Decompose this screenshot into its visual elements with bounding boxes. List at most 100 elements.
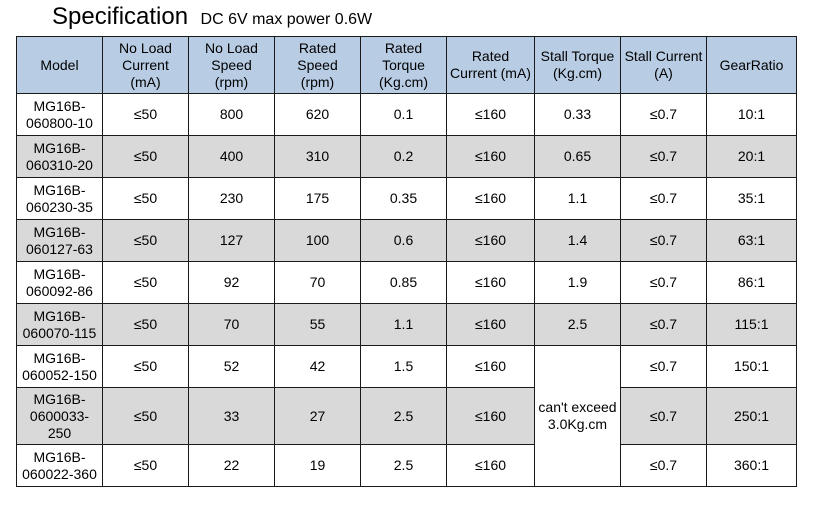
cell-rated-current: ≤160 (446, 387, 535, 445)
cell-rated-speed: 70 (274, 261, 361, 304)
cell-gear-ratio: 115:1 (706, 303, 797, 346)
col-header-line: Current (122, 56, 169, 73)
col-header-line: (Kg.cm) (553, 65, 602, 81)
col-header-line: Model (40, 56, 79, 73)
col-header-line: GearRatio (719, 56, 784, 73)
cell-stall-torque: 1.9 (534, 261, 621, 304)
cell-model: MG16B- 060230-35 (16, 177, 103, 220)
cell-no-load-speed: 22 (188, 444, 275, 487)
cell-no-load-speed: 33 (188, 387, 275, 445)
col-header-rated-torque: Rated Torque (Kg.cm) (360, 36, 447, 94)
col-header-line: Current (mA) (450, 65, 531, 81)
model-line: MG16B- (33, 448, 86, 465)
cell-no-load-current: ≤50 (102, 303, 189, 346)
model-line: MG16B- (33, 265, 86, 282)
cell-rated-torque: 0.2 (360, 135, 447, 178)
col-header-line: Stall Torque (540, 48, 615, 64)
model-line: 0600033- (29, 407, 90, 424)
cell-stall-current: ≤0.7 (620, 444, 707, 487)
cell-model: MG16B- 0600033- 250 (16, 387, 103, 445)
col-header-gear-ratio: GearRatio (706, 36, 797, 94)
cell-stall-torque: 0.33 (534, 93, 621, 136)
cell-no-load-speed: 52 (188, 345, 275, 388)
cell-stall-current: ≤0.7 (620, 345, 707, 388)
cell-no-load-speed: 70 (188, 303, 275, 346)
col-header-line: Torque (382, 56, 425, 73)
model-line: MG16B- (33, 181, 86, 198)
cell-rated-current: ≤160 (446, 345, 535, 388)
model-line: MG16B- (33, 223, 86, 240)
table-row: MG16B- 0600033- 250 ≤50 33 27 2.5 ≤160 ≤0.… (16, 387, 797, 445)
col-header-line: Stall Current (624, 48, 703, 64)
cell-stall-current: ≤0.7 (620, 177, 707, 220)
cell-rated-current: ≤160 (446, 177, 535, 220)
model-line: 250 (47, 424, 72, 441)
col-header-line: Rated (298, 39, 337, 56)
cell-model: MG16B- 060092-86 (16, 261, 103, 304)
col-header-rated-speed: Rated Speed (rpm) (274, 36, 361, 94)
cell-model: MG16B- 060310-20 (16, 135, 103, 178)
model-line: 060022-360 (22, 465, 97, 482)
col-header-line: Rated (471, 48, 510, 64)
cell-stall-current: ≤0.7 (620, 219, 707, 262)
cell-stall-torque: 0.65 (534, 135, 621, 178)
model-line: MG16B- (33, 349, 86, 366)
cell-no-load-speed: 127 (188, 219, 275, 262)
cell-gear-ratio: 150:1 (706, 345, 797, 388)
cell-stall-torque: 1.4 (534, 219, 621, 262)
table-row: MG16B- 060022-360 ≤50 22 19 2.5 ≤160 ≤0.7… (16, 444, 797, 487)
cell-gear-ratio: 250:1 (706, 387, 797, 445)
model-line: 060800-10 (26, 114, 93, 131)
cell-no-load-current: ≤50 (102, 93, 189, 136)
col-header-line: (mA) (130, 73, 161, 90)
cell-rated-current: ≤160 (446, 303, 535, 346)
merged-line: can't exceed (538, 399, 617, 415)
table-row: MG16B- 060310-20 ≤50 400 310 0.2 ≤160 0.6… (16, 135, 797, 178)
table-row: MG16B- 060052-150 ≤50 52 42 1.5 ≤160 can'… (16, 345, 797, 487)
cell-stall-torque-merged: can't exceed 3.0Kg.cm (534, 345, 621, 487)
cell-no-load-speed: 92 (188, 261, 275, 304)
cell-no-load-current: ≤50 (102, 135, 189, 178)
cell-rated-current: ≤160 (446, 261, 535, 304)
table-row: MG16B- 060092-86 ≤50 92 70 0.85 ≤160 1.9 … (16, 261, 797, 304)
col-header-rated-current: Rated Current (mA) (446, 36, 535, 94)
cell-rated-torque: 2.5 (360, 444, 447, 487)
cell-rated-speed: 100 (274, 219, 361, 262)
cell-stall-current: ≤0.7 (620, 135, 707, 178)
cell-rated-current: ≤160 (446, 135, 535, 178)
specification-table: Model No Load Current (mA) No Load Speed (rp… (16, 36, 797, 487)
model-line: 060230-35 (26, 198, 93, 215)
cell-rated-current: ≤160 (446, 219, 535, 262)
cell-no-load-current: ≤50 (102, 219, 189, 262)
cell-rated-current: ≤160 (446, 444, 535, 487)
cell-rated-speed: 55 (274, 303, 361, 346)
cell-rated-torque: 1.5 (360, 345, 447, 388)
cell-gear-ratio: 10:1 (706, 93, 797, 136)
header-row: Model No Load Current (mA) No Load Speed (rp… (16, 36, 797, 94)
cell-model: MG16B- 060022-360 (16, 444, 103, 487)
cell-stall-current: ≤0.7 (620, 93, 707, 136)
cell-gear-ratio: 20:1 (706, 135, 797, 178)
cell-rated-torque: 0.85 (360, 261, 447, 304)
table-row: MG16B- 060800-10 ≤50 800 620 0.1 ≤160 0.3… (16, 93, 797, 136)
cell-rated-torque: 0.6 (360, 219, 447, 262)
col-header-line: (rpm) (214, 73, 249, 90)
cell-no-load-current: ≤50 (102, 345, 189, 388)
cell-stall-current: ≤0.7 (620, 261, 707, 304)
cell-no-load-speed: 230 (188, 177, 275, 220)
page-title: Specification DC 6V max power 0.6W (52, 3, 372, 31)
table-row: MG16B- 060127-63 ≤50 127 100 0.6 ≤160 1.4… (16, 219, 797, 262)
table-row: MG16B- 060230-35 ≤50 230 175 0.35 ≤160 1.… (16, 177, 797, 220)
cell-stall-current: ≤0.7 (620, 303, 707, 346)
col-header-line: No Load (119, 39, 172, 56)
cell-no-load-current: ≤50 (102, 177, 189, 220)
cell-rated-speed: 27 (274, 387, 361, 445)
cell-model: MG16B- 060070-115 (16, 303, 103, 346)
cell-gear-ratio: 63:1 (706, 219, 797, 262)
cell-rated-torque: 0.35 (360, 177, 447, 220)
cell-rated-torque: 0.1 (360, 93, 447, 136)
col-header-stall-torque: Stall Torque (Kg.cm) (534, 36, 621, 94)
merged-line: 3.0Kg.cm (547, 416, 608, 432)
col-header-line: (Kg.cm) (379, 73, 428, 90)
cell-no-load-speed: 800 (188, 93, 275, 136)
